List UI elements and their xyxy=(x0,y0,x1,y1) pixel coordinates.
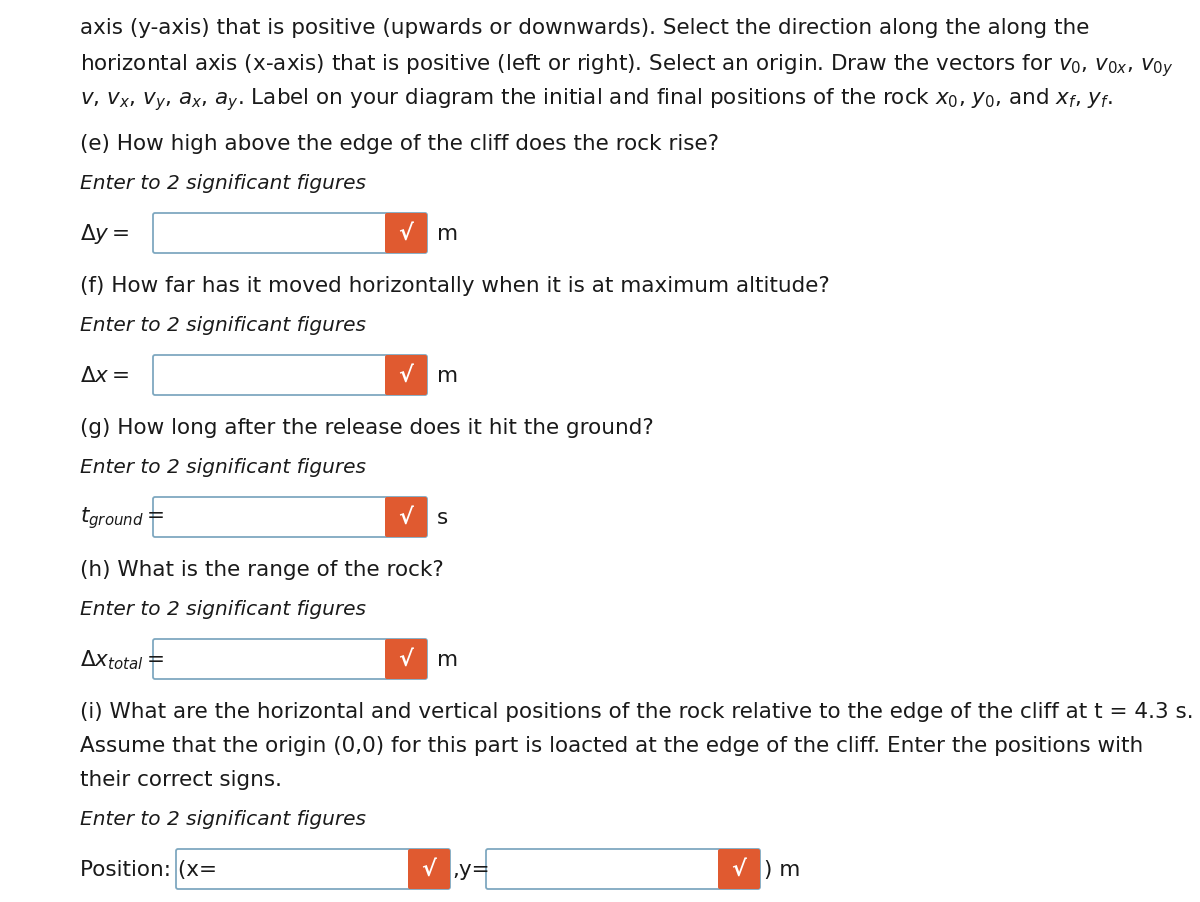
FancyBboxPatch shape xyxy=(385,214,427,253)
Text: Enter to 2 significant figures: Enter to 2 significant figures xyxy=(80,174,366,193)
Text: Enter to 2 significant figures: Enter to 2 significant figures xyxy=(80,809,366,828)
FancyBboxPatch shape xyxy=(385,355,427,396)
FancyBboxPatch shape xyxy=(154,497,427,538)
Text: $t_{ground}=$: $t_{ground}=$ xyxy=(80,504,164,530)
Text: (f) How far has it moved horizontally when it is at maximum altitude?: (f) How far has it moved horizontally wh… xyxy=(80,276,829,296)
Text: √: √ xyxy=(421,859,437,879)
Text: $\Delta x_{total}=$: $\Delta x_{total}=$ xyxy=(80,648,164,671)
Text: their correct signs.: their correct signs. xyxy=(80,769,282,789)
Text: m: m xyxy=(437,224,458,244)
Text: √: √ xyxy=(398,365,414,385)
Text: s: s xyxy=(437,508,449,528)
FancyBboxPatch shape xyxy=(385,640,427,679)
Text: √: √ xyxy=(732,859,746,879)
Text: $\Delta y=$: $\Delta y=$ xyxy=(80,222,130,245)
Text: $\Delta x=$: $\Delta x=$ xyxy=(80,365,130,385)
Text: √: √ xyxy=(398,224,414,244)
Text: ) m: ) m xyxy=(764,859,800,879)
Text: Assume that the origin (0,0) for this part is loacted at the edge of the cliff. : Assume that the origin (0,0) for this pa… xyxy=(80,735,1144,755)
Text: m: m xyxy=(437,365,458,385)
Text: Enter to 2 significant figures: Enter to 2 significant figures xyxy=(80,599,366,618)
FancyBboxPatch shape xyxy=(154,214,427,253)
FancyBboxPatch shape xyxy=(176,849,450,889)
Text: (h) What is the range of the rock?: (h) What is the range of the rock? xyxy=(80,559,444,579)
FancyBboxPatch shape xyxy=(154,355,427,396)
FancyBboxPatch shape xyxy=(385,497,427,538)
Text: m: m xyxy=(437,649,458,669)
FancyBboxPatch shape xyxy=(154,640,427,679)
FancyBboxPatch shape xyxy=(408,849,450,889)
Text: √: √ xyxy=(398,649,414,669)
Text: horizontal axis (x-axis) that is positive (left or right). Select an origin. Dra: horizontal axis (x-axis) that is positiv… xyxy=(80,52,1174,78)
Text: $v$, $v_x$, $v_y$, $a_x$, $a_y$. Label on your diagram the initial and final pos: $v$, $v_x$, $v_y$, $a_x$, $a_y$. Label o… xyxy=(80,86,1114,113)
Text: (g) How long after the release does it hit the ground?: (g) How long after the release does it h… xyxy=(80,418,654,437)
Text: √: √ xyxy=(398,508,414,528)
Text: Enter to 2 significant figures: Enter to 2 significant figures xyxy=(80,457,366,476)
Text: ,y=: ,y= xyxy=(452,859,490,879)
Text: Enter to 2 significant figures: Enter to 2 significant figures xyxy=(80,316,366,335)
FancyBboxPatch shape xyxy=(718,849,760,889)
Text: (e) How high above the edge of the cliff does the rock rise?: (e) How high above the edge of the cliff… xyxy=(80,133,719,154)
Text: (i) What are the horizontal and vertical positions of the rock relative to the e: (i) What are the horizontal and vertical… xyxy=(80,701,1194,722)
FancyBboxPatch shape xyxy=(486,849,760,889)
Text: Position: (x=: Position: (x= xyxy=(80,859,217,879)
Text: axis (y-axis) that is positive (upwards or downwards). Select the direction alon: axis (y-axis) that is positive (upwards … xyxy=(80,18,1090,38)
